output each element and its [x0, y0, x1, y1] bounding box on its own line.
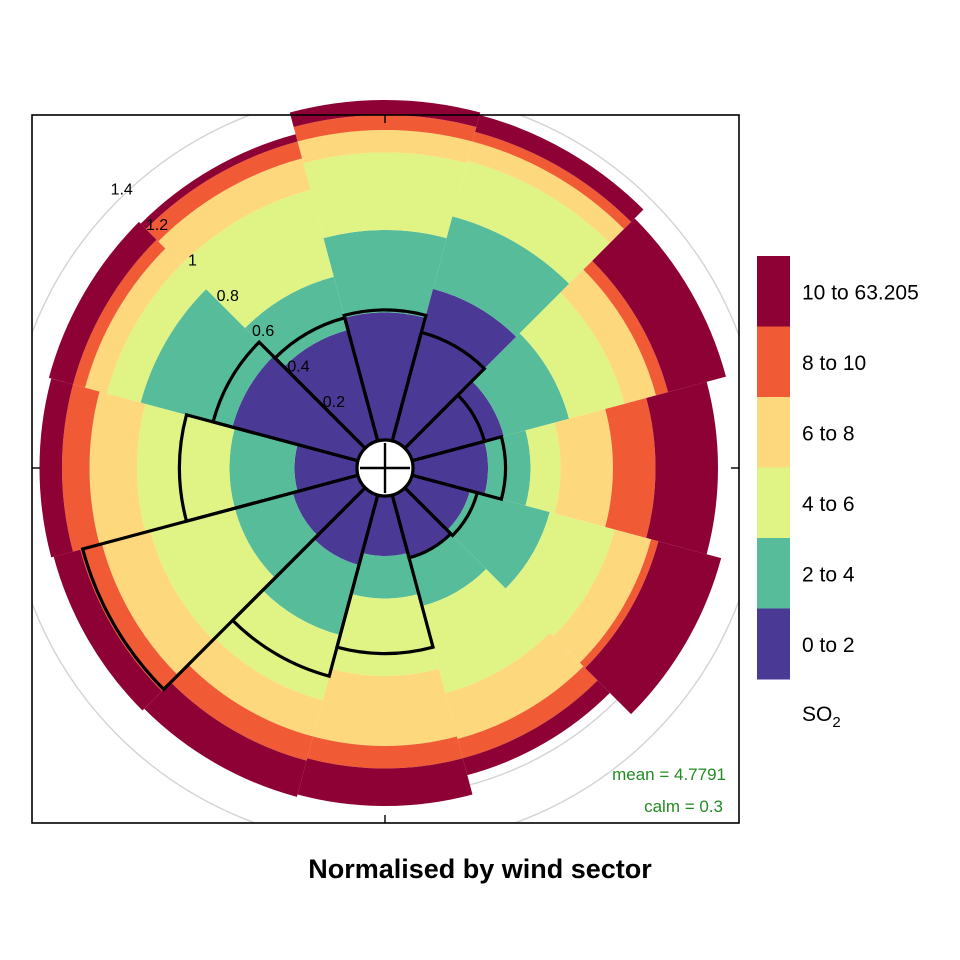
- radial-tick-label-3: 0.8: [217, 288, 239, 305]
- radial-tick-label-5: 1.2: [146, 217, 168, 234]
- legend-label-1: 8 to 10: [802, 352, 866, 375]
- legend-swatch-0: [757, 256, 790, 327]
- bar-segment-dir60-bin1: [471, 333, 570, 437]
- bar-segment-dir210-bin1: [262, 539, 359, 636]
- bar-segment-dir210-bin3: [188, 638, 323, 737]
- bar-segment-dir120-bin3: [553, 529, 652, 663]
- bar-segment-dir90-bin4: [605, 397, 656, 539]
- bar-segment-dir0-bin5: [289, 99, 481, 128]
- wind-sector-bars: [39, 99, 726, 806]
- radial-tick-label-4: 1: [188, 252, 197, 269]
- bar-segment-dir240-bin0: [292, 475, 366, 536]
- bar-segment-dir0-bin4: [293, 115, 477, 142]
- bar-segment-dir270-bin1: [229, 427, 298, 509]
- bar-segment-dir240-bin1: [234, 492, 318, 578]
- legend-label-4: 2 to 4: [802, 563, 855, 586]
- bar-segment-dir30-bin1: [433, 216, 570, 337]
- bar-segment-dir90-bin1: [484, 430, 531, 506]
- bar-segment-dir300-bin5: [48, 221, 157, 385]
- bar-segment-dir120-bin5: [585, 541, 722, 715]
- bar-segment-dir30-bin2: [452, 160, 610, 284]
- bar-segment-dir60-bin3: [560, 269, 656, 404]
- bar-segment-dir210-bin0: [313, 487, 378, 566]
- bar-segment-dir330-bin4: [146, 141, 303, 242]
- bar-segment-dir210-bin2: [214, 590, 341, 701]
- bar-segment-dir330-bin3: [158, 158, 311, 265]
- bar-segment-dir60-bin2: [519, 292, 625, 419]
- bar-segment-dir210-bin5: [144, 682, 307, 797]
- bar-segment-dir300-bin4: [73, 239, 166, 388]
- legend-title-subscript: 2: [832, 714, 840, 731]
- legend-title: SO2: [802, 703, 841, 731]
- legend-label-0: 10 to 63.205: [802, 281, 919, 304]
- bar-segment-dir90-bin3: [554, 408, 613, 528]
- bar-segment-dir240-bin4: [80, 543, 178, 692]
- bar-segment-dir300-bin2: [106, 264, 207, 403]
- bar-segment-dir330-bin2: [181, 189, 334, 328]
- bar-segment-dir150-bin5: [462, 680, 610, 776]
- bar-segment-dir90-bin5: [646, 381, 718, 555]
- calm-label: calm = 0.3: [644, 797, 723, 816]
- legend-swatch-5: [757, 608, 790, 680]
- bar-segment-dir150-bin2: [422, 569, 550, 694]
- chart-title: Normalised by wind sector: [308, 854, 652, 884]
- bar-segment-dir60-bin4: [583, 260, 669, 396]
- legend-label-3: 4 to 6: [802, 493, 855, 516]
- bar-segment-dir180-bin1: [351, 553, 419, 599]
- bar-segment-dir120-bin1: [447, 490, 550, 589]
- legend-title-main: SO: [802, 703, 832, 726]
- radial-tick-labels: 0.2 0.4 0.6 0.8 1 1.2 1.4: [111, 182, 345, 411]
- bar-segment-dir180-bin3: [313, 668, 457, 747]
- bar-segment-dir180-bin0: [362, 495, 408, 556]
- legend: 10 to 63.205 8 to 10 6 to 8 4 to 6 2 to 4 0 t…: [757, 256, 919, 680]
- bar-segment-dir120-bin0: [404, 475, 470, 531]
- bar-segment-dir0-bin1: [323, 230, 447, 318]
- center-marker: [355, 438, 415, 498]
- legend-label-5: 0 to 2: [802, 634, 855, 657]
- bar-segment-dir0-bin0: [344, 312, 426, 441]
- legend-swatch-2: [757, 397, 790, 468]
- bar-segment-dir210-bin4: [170, 664, 314, 761]
- bar-segment-dir180-bin4: [307, 736, 463, 769]
- bar-segment-dir270-bin2: [136, 403, 235, 533]
- bar-segment-dir0-bin3: [297, 130, 473, 164]
- bar-segment-dir240-bin5: [53, 549, 162, 711]
- bar-segment-dir150-bin4: [457, 666, 598, 759]
- radial-tick-label-0: 0.2: [323, 394, 345, 411]
- axis-ticks: [32, 115, 739, 823]
- legend-swatch-3: [757, 467, 790, 539]
- bar-segment-dir270-bin0: [294, 444, 358, 492]
- radial-tick-label-2: 0.6: [252, 323, 274, 340]
- bar-segment-dir150-bin0: [392, 487, 451, 558]
- bar-segment-dir30-bin4: [472, 131, 632, 229]
- bar-segment-dir180-bin2: [331, 594, 439, 676]
- bar-segment-dir30-bin3: [467, 141, 624, 244]
- bar-segment-dir330-bin5: [140, 134, 298, 229]
- mean-label: mean = 4.7791: [612, 765, 726, 784]
- bar-segment-dir120-bin4: [579, 539, 659, 669]
- legend-swatch-4: [757, 538, 790, 609]
- legend-swatch-1: [757, 326, 790, 398]
- radial-tick-label-6: 1.4: [111, 182, 133, 199]
- bar-segment-dir330-bin1: [244, 276, 348, 367]
- bar-segment-dir30-bin5: [475, 114, 644, 222]
- bar-segment-dir300-bin1: [140, 289, 274, 428]
- bar-segment-dir180-bin5: [297, 758, 473, 806]
- bar-segment-dir90-bin0: [412, 441, 489, 495]
- bar-segment-dir270-bin5: [39, 378, 74, 558]
- bar-segment-dir240-bin3: [101, 530, 214, 676]
- bar-segment-dir270-bin3: [89, 391, 146, 545]
- bar-segment-dir0-bin2: [303, 152, 467, 239]
- bar-segment-dir60-bin5: [592, 218, 726, 393]
- bar-segment-dir270-bin4: [62, 384, 100, 552]
- bar-segment-dir150-bin3: [445, 632, 584, 739]
- bar-segment-dir300-bin3: [85, 248, 182, 394]
- bar-segment-dir60-bin0: [404, 381, 504, 461]
- legend-label-2: 6 to 8: [802, 422, 855, 445]
- radial-tick-label-1: 0.4: [287, 358, 309, 375]
- bar-segment-dir90-bin2: [525, 422, 561, 514]
- bar-segment-dir120-bin2: [505, 512, 615, 637]
